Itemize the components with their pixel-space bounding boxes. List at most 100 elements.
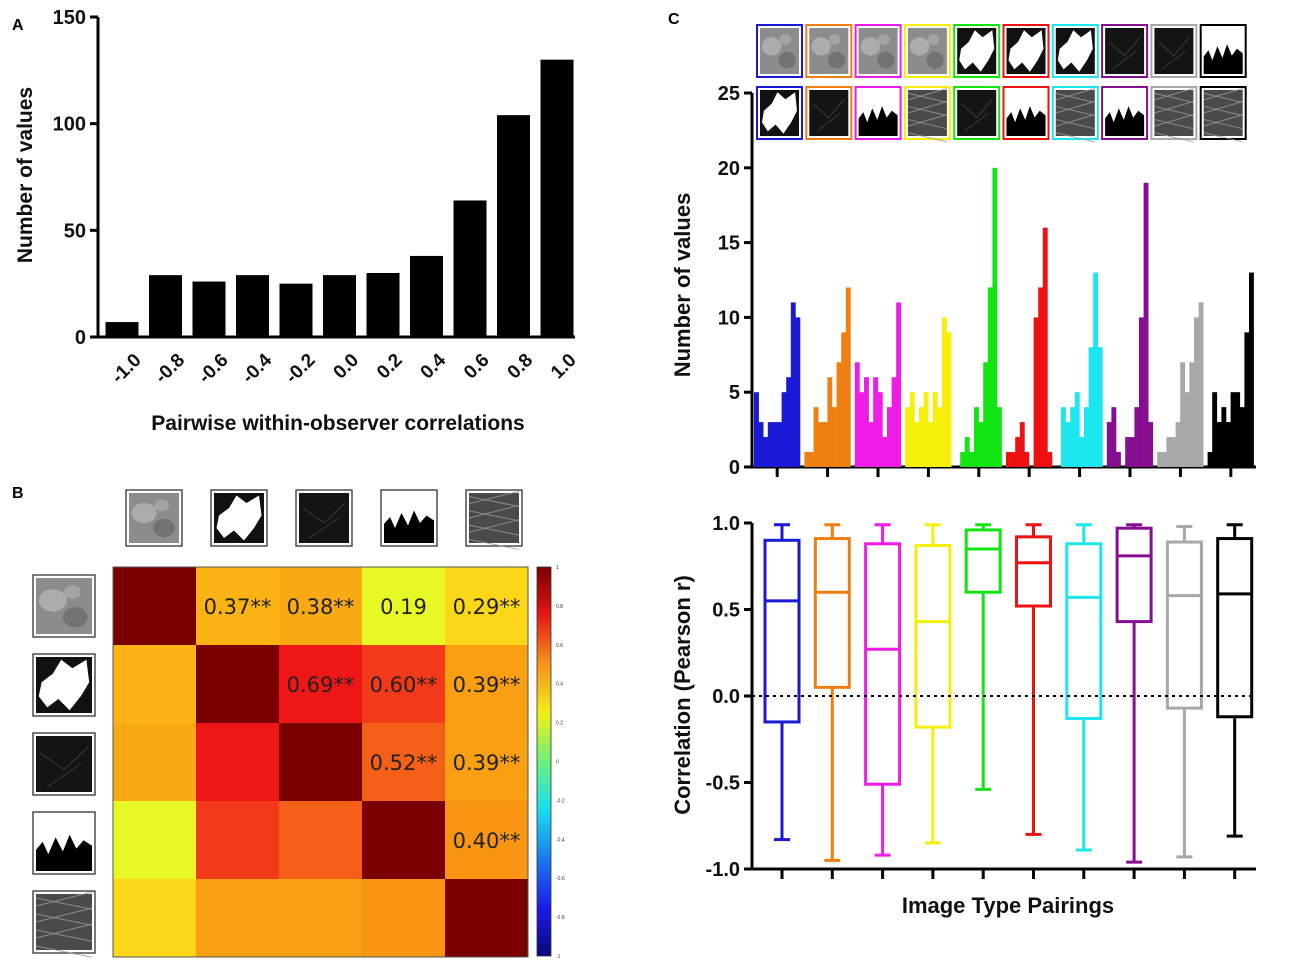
pairing-thumb-bottom — [1051, 86, 1099, 143]
pairing-thumb-top-blotch — [878, 33, 890, 46]
panel-c-top-bar — [1148, 422, 1154, 467]
panel-label-b: B — [12, 485, 24, 502]
pairing-thumb-bottom-fill — [1203, 90, 1243, 136]
col-dark-texture-thumbnail-streaks — [302, 502, 346, 539]
pairing-thumb-top-blotch — [860, 37, 881, 56]
col-white-blob-thumbnail — [210, 489, 268, 547]
pairing-thumb-top-blotch — [828, 33, 841, 46]
col-fibrous-texture-thumbnail-fiber — [468, 510, 520, 522]
pairing-thumb-bottom — [854, 86, 902, 140]
panel-c-top-bar — [1047, 452, 1053, 467]
panel-c-top-bar — [763, 437, 769, 467]
row-white-blob-thumbnail — [32, 653, 96, 717]
col-mountain-silhouette-thumbnail — [380, 489, 438, 547]
col-fibrous-texture-thumbnail — [465, 489, 523, 550]
pairing-thumb-bottom-fiber — [1055, 92, 1095, 103]
pairing-thumb-bottom-fiber — [1203, 101, 1243, 114]
row-white-blob-thumbnail-blob — [38, 659, 90, 711]
pairing-thumb-top-blotch — [877, 51, 895, 69]
panel-c-top-bar — [1038, 287, 1044, 467]
heatmap-border — [112, 566, 529, 958]
pairing-thumb-top-blotch — [909, 37, 930, 56]
pairing-thumb-bottom-fill — [1154, 90, 1194, 136]
pairing-thumb-top — [903, 24, 951, 78]
pairing-thumb-bottom-fiber — [1203, 132, 1243, 143]
pairing-thumb-bottom-fiber — [1154, 132, 1194, 143]
row-mountain-silhouette-thumbnail — [32, 811, 96, 875]
panel-c-top-bar — [772, 422, 778, 467]
panel-a-x-tick-label: 0.6 — [460, 350, 494, 384]
panel-c-top-bar — [1198, 302, 1204, 467]
pairing-thumb-bottom — [1101, 86, 1149, 140]
panel-c-top-bar — [854, 362, 860, 467]
colorbar-tick-label: -0.6 — [556, 876, 565, 882]
panel-a-bar — [497, 115, 530, 337]
panel-a-bar — [366, 273, 400, 337]
panel-c-top-bar — [877, 392, 883, 467]
panel-c-top-bar — [813, 407, 819, 467]
col-fibrous-texture-thumbnail-fiber — [468, 538, 520, 550]
panel-c-top-bar — [887, 407, 892, 467]
boxplot-black — [1216, 523, 1254, 838]
panel-c-bottom-y-tick-label: 0.5 — [712, 600, 740, 622]
pairing-thumb-bottom-fiber — [907, 132, 948, 143]
panel-c-top-bar — [1249, 272, 1254, 467]
colorbar-tick-label: 0.2 — [556, 721, 563, 727]
heatmap-cell — [113, 567, 197, 646]
pairing-thumb-bottom-fiber — [1154, 105, 1194, 117]
heatmap-cell-label: 0.19 — [380, 595, 427, 619]
panel-c-top-bar — [1216, 422, 1222, 467]
pairing-thumb-bottom-fill — [957, 90, 997, 136]
row-noise-texture-thumbnail-blotch — [64, 585, 81, 599]
panel-c-top-bar — [1212, 392, 1218, 467]
pairing-thumb-bottom-fiber — [907, 105, 948, 117]
row-fibrous-texture-thumbnail-fiber — [35, 913, 93, 926]
pairing-thumb-top-fill — [1154, 28, 1194, 74]
pairing-thumb-bottom-silhouette — [858, 106, 898, 136]
panel-b-heatmap: 0.37** 0.38** 0.19 0.29** 0.69** 0.60** 0.39**… — [32, 489, 565, 960]
panel-c-top-bar — [1157, 452, 1163, 467]
panel-c-top-bar — [914, 422, 920, 467]
panel-c-top-y-tick-label: 20 — [718, 158, 740, 180]
pairing-thumb-bottom-fiber — [907, 119, 948, 130]
pairing-thumb-bottom-fiber — [1203, 105, 1243, 117]
panel-c-top-y-tick-label: 10 — [718, 307, 740, 329]
heatmap-cell-label: 0.60** — [370, 673, 438, 697]
heatmap-cell — [279, 879, 363, 958]
panel-c-boxplots: Correlation (Pearson r) Image Type Pairi… — [670, 513, 1256, 918]
panel-c-bottom-y-tick-label: 0.0 — [712, 686, 740, 708]
panel-c-top-bar — [960, 452, 966, 467]
boxplot-box — [813, 537, 851, 689]
panel-a-bar — [540, 59, 574, 338]
pairing-thumb-top-blotch — [779, 33, 792, 46]
pairing-thumb-bottom-fiber — [1055, 119, 1095, 130]
heatmap-cell — [279, 801, 363, 880]
heatmap-cell — [445, 801, 529, 880]
pairing-thumb-bottom-fiber — [1154, 114, 1194, 127]
heatmap-cell — [362, 879, 446, 958]
pairing-thumb-top-blotch — [778, 51, 796, 69]
pairing-thumb-bottom-silhouette — [1105, 106, 1145, 136]
panel-c-top-bar — [1235, 392, 1241, 467]
panel-c-top-bar — [1239, 407, 1245, 467]
pairing-thumb-bottom-fill — [907, 90, 947, 136]
col-noise-texture-thumbnail-blotch — [153, 519, 175, 537]
colorbar-tick-label: 0.6 — [556, 643, 563, 649]
panel-c-top-bar — [1184, 392, 1190, 467]
panel-c-top-bar — [987, 287, 993, 467]
panel-a-bar — [105, 322, 139, 337]
panel-c-top-bar — [1221, 407, 1227, 467]
heatmap-cell-label: 0.69** — [287, 673, 355, 697]
panel-c-top-bar — [909, 392, 915, 467]
col-fibrous-texture-thumbnail-fiber — [468, 519, 520, 533]
heatmap-cell — [279, 645, 363, 724]
panel-c-bottom-y-tick-label: -1.0 — [706, 859, 740, 881]
pairing-thumb-top-blotch — [761, 37, 782, 56]
panel-c-top-bar — [864, 377, 869, 467]
panel-c-top-bar — [868, 422, 874, 467]
heatmap-cell — [196, 879, 280, 958]
row-fibrous-texture-thumbnail — [32, 890, 96, 958]
pairing-thumb-top-blotch — [828, 51, 846, 69]
panel-c-top-bar — [832, 407, 837, 467]
panel-c-top-bar — [1180, 362, 1186, 467]
